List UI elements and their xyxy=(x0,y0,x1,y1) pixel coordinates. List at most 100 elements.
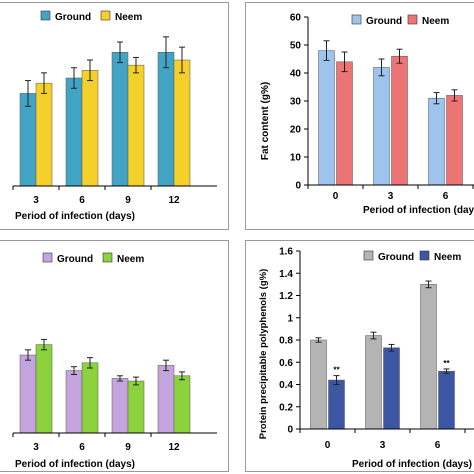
bar-neem xyxy=(127,64,145,187)
bar-ground xyxy=(157,52,175,187)
x-ticks: 3 6 9 12 xyxy=(12,433,180,453)
x-tick-label: 3 xyxy=(33,442,39,453)
x-tick-label: 9 xyxy=(125,195,131,206)
bar-ground xyxy=(365,335,382,430)
x-axis-label: Period of infection (days) xyxy=(15,211,135,222)
bar-neem xyxy=(438,370,455,430)
bar-neem xyxy=(173,375,191,434)
y-tick-label: 50 xyxy=(290,41,302,52)
y-tick-label: 1.6 xyxy=(279,247,293,258)
legend-label-ground: Ground xyxy=(57,254,93,265)
bar-ground xyxy=(65,77,83,187)
bars xyxy=(19,36,191,187)
legend-swatch-ground xyxy=(42,252,53,263)
x-tick-label: 9 xyxy=(125,442,131,453)
legend-swatch-neem xyxy=(102,252,113,263)
x-tick-label: 6 xyxy=(79,442,85,453)
bar-ground xyxy=(157,365,175,434)
y-tick-label: 0.2 xyxy=(279,402,293,413)
bar-ground xyxy=(111,378,129,434)
chart-svg-4: Ground Neem 00.20.40.60.811.21.41.6 ****… xyxy=(258,247,474,470)
bar-ground xyxy=(111,52,129,187)
bar-neem xyxy=(446,95,463,186)
legend-label-ground: Ground xyxy=(378,252,414,263)
legend-swatch-neem xyxy=(419,250,430,261)
significance-annotation: ** xyxy=(333,366,340,375)
bar-neem xyxy=(383,347,400,430)
significance-annotation: ** xyxy=(443,359,450,368)
y-tick-label: 0.8 xyxy=(279,336,293,347)
y-tick-label: 0 xyxy=(295,181,301,192)
y-tick-label: 20 xyxy=(290,125,302,136)
y-tick-label: 60 xyxy=(290,13,302,24)
y-tick-label: 1 xyxy=(287,313,293,324)
bar-neem xyxy=(173,59,191,187)
y-tick-label: 1.2 xyxy=(279,291,293,302)
bar-ground xyxy=(420,284,437,430)
bar-neem xyxy=(328,379,345,430)
bars xyxy=(19,338,191,434)
bar-ground xyxy=(65,370,83,434)
legend-label-neem: Neem xyxy=(117,254,144,265)
y-tick-label: 0.6 xyxy=(279,358,293,369)
x-tick-label: 0 xyxy=(325,440,331,451)
chart-panel-top-left: Ground Neem 3 6 9 12 Period of infection (d… xyxy=(0,2,229,230)
legend-swatch-ground xyxy=(363,250,374,261)
legend-label-ground: Ground xyxy=(55,12,91,23)
x-tick-label: 3 xyxy=(33,195,39,206)
x-axis-label: Period of infection (days) xyxy=(363,205,474,216)
bar-neem xyxy=(336,61,353,186)
y-axis-label: Fat content (g%) xyxy=(260,82,271,160)
bar-ground xyxy=(310,339,327,430)
x-ticks: 0369 xyxy=(299,429,466,451)
bar-ground xyxy=(373,67,390,186)
y-axis-label: Protein precipitable polyphenols (g%) xyxy=(258,269,269,440)
legend-swatch-ground xyxy=(351,14,362,25)
chart-panel-bottom-right: Ground Neem 0 0.2 0.4 0.6 0.8 1 1.2 1.4 1.6 ** **… xyxy=(245,240,474,472)
bar-ground xyxy=(19,93,37,187)
bar-neem xyxy=(35,344,53,434)
chart-svg-1: Ground Neem 3 6 9 12 Period of infection (d… xyxy=(12,10,217,222)
bars: ** ** xyxy=(310,280,455,430)
x-tick-label: 3 xyxy=(388,191,394,202)
x-ticks: 0369 xyxy=(307,185,474,202)
legend-swatch-neem xyxy=(407,14,418,25)
bar-neem xyxy=(81,362,99,434)
x-tick-label: 12 xyxy=(168,195,180,206)
bar-ground xyxy=(19,354,37,434)
legend: Ground Neem xyxy=(40,10,142,23)
x-tick-label: 6 xyxy=(435,440,441,451)
y-tick-label: 40 xyxy=(290,69,302,80)
legend: Ground Neem xyxy=(351,14,449,27)
legend-label-ground: Ground xyxy=(366,16,402,27)
x-axis-label: Period of infection (days) xyxy=(352,459,472,470)
chart-panel-bottom-left: Ground Neem 3 6 9 12 Period of infection (d… xyxy=(0,240,229,472)
chart-svg-3: Ground Neem 3 6 9 12 Period of infection (d… xyxy=(12,252,217,470)
y-ticks: 0 0.2 0.4 0.6 0.8 1 1.2 1.4 1.6 xyxy=(279,247,300,436)
legend-swatch-ground xyxy=(40,10,51,21)
legend-label-neem: Neem xyxy=(422,16,449,27)
bar-ground xyxy=(428,97,445,186)
x-ticks: 3 6 9 12 xyxy=(12,186,180,206)
legend-label-neem: Neem xyxy=(434,252,461,263)
y-ticks: 0 10 20 30 40 50 60 xyxy=(290,13,308,192)
y-tick-label: 30 xyxy=(290,97,302,108)
x-axis-label: Period of infection (days) xyxy=(15,459,135,470)
legend: Ground Neem xyxy=(42,252,144,265)
bar-neem xyxy=(81,70,99,187)
x-tick-label: 6 xyxy=(443,191,449,202)
x-tick-label: 0 xyxy=(333,191,339,202)
y-tick-label: 10 xyxy=(290,153,302,164)
bar-neem xyxy=(35,82,53,187)
legend-label-neem: Neem xyxy=(115,12,142,23)
bar-neem xyxy=(391,55,408,186)
x-tick-label: 6 xyxy=(79,195,85,206)
y-tick-label: 0.4 xyxy=(279,380,293,391)
x-tick-label: 12 xyxy=(168,442,180,453)
y-tick-label: 0 xyxy=(287,425,293,436)
bars xyxy=(318,40,463,186)
bar-ground xyxy=(318,50,335,186)
legend-swatch-neem xyxy=(100,10,111,21)
